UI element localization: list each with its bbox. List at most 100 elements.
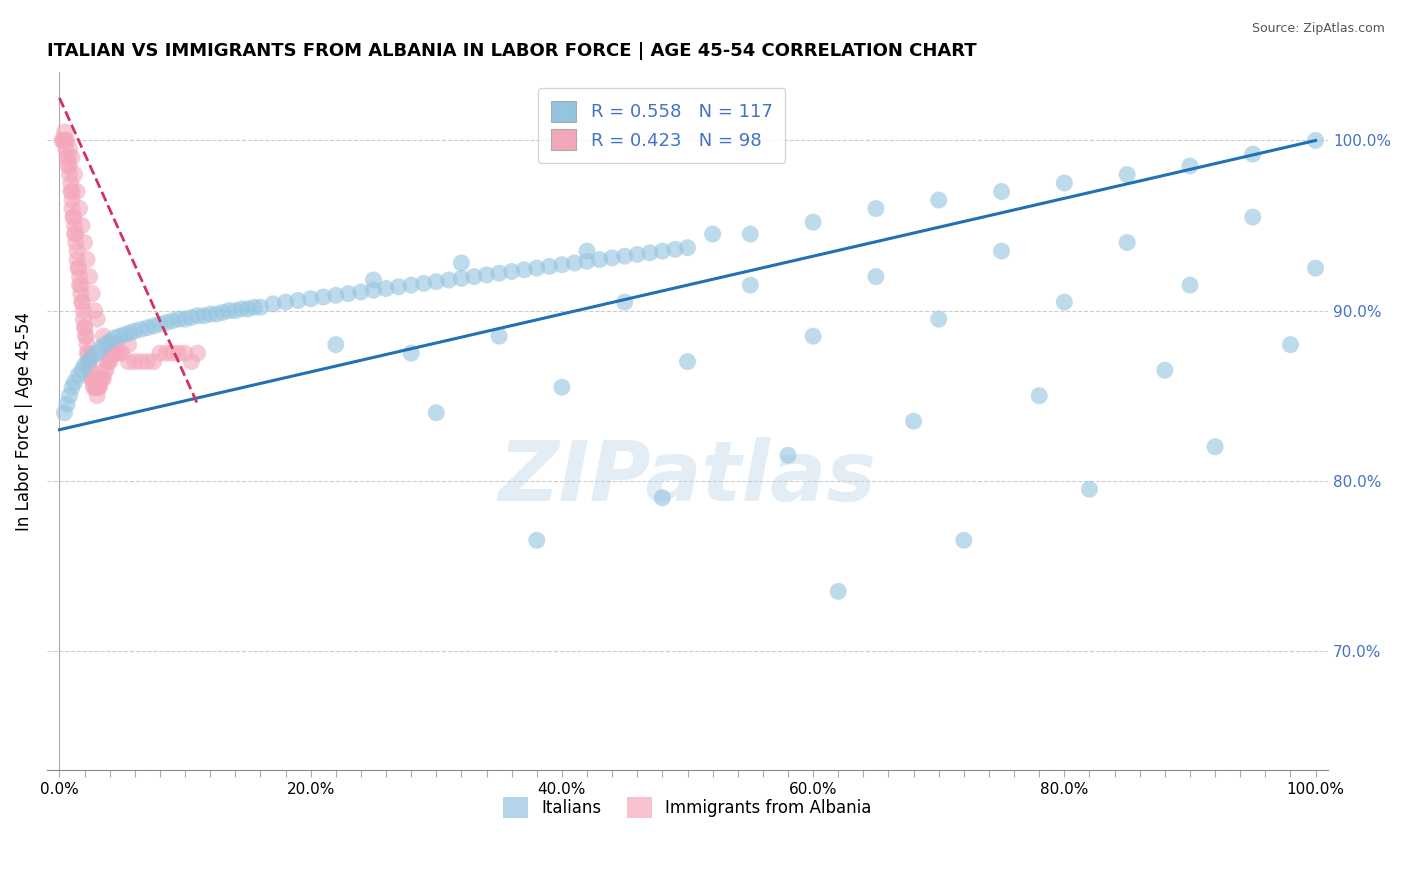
Point bbox=[65, 235, 87, 250]
Point bbox=[73, 320, 96, 334]
Point bbox=[56, 397, 79, 411]
Point bbox=[86, 389, 108, 403]
Point bbox=[262, 297, 284, 311]
Point bbox=[108, 329, 131, 343]
Point bbox=[167, 346, 190, 360]
Point bbox=[588, 252, 610, 267]
Point bbox=[60, 151, 83, 165]
Point bbox=[69, 269, 91, 284]
Point bbox=[437, 273, 460, 287]
Point bbox=[180, 310, 202, 325]
Point bbox=[501, 264, 523, 278]
Point bbox=[412, 277, 434, 291]
Point bbox=[62, 210, 84, 224]
Point bbox=[526, 533, 548, 548]
Point bbox=[93, 372, 115, 386]
Point bbox=[111, 346, 134, 360]
Point bbox=[312, 290, 335, 304]
Point bbox=[79, 363, 101, 377]
Point bbox=[174, 312, 197, 326]
Point bbox=[801, 329, 824, 343]
Point bbox=[651, 244, 673, 258]
Point bbox=[89, 380, 111, 394]
Point bbox=[58, 159, 80, 173]
Point bbox=[224, 303, 246, 318]
Point bbox=[60, 380, 83, 394]
Point bbox=[97, 354, 120, 368]
Point bbox=[60, 202, 83, 216]
Point bbox=[73, 358, 96, 372]
Point bbox=[67, 261, 90, 276]
Point bbox=[564, 256, 586, 270]
Point bbox=[513, 262, 536, 277]
Point bbox=[53, 125, 76, 139]
Point bbox=[193, 309, 215, 323]
Point bbox=[903, 414, 925, 428]
Point bbox=[70, 295, 93, 310]
Point bbox=[187, 346, 209, 360]
Point bbox=[450, 271, 472, 285]
Point bbox=[1241, 147, 1264, 161]
Point bbox=[77, 354, 100, 368]
Point bbox=[63, 168, 86, 182]
Point bbox=[70, 219, 93, 233]
Point bbox=[1204, 440, 1226, 454]
Point bbox=[56, 151, 79, 165]
Point bbox=[93, 329, 115, 343]
Point bbox=[827, 584, 849, 599]
Point bbox=[70, 363, 93, 377]
Point bbox=[124, 324, 146, 338]
Point bbox=[66, 252, 89, 267]
Point bbox=[76, 252, 98, 267]
Point bbox=[551, 380, 574, 394]
Point bbox=[77, 354, 100, 368]
Point bbox=[114, 327, 136, 342]
Point bbox=[94, 363, 117, 377]
Point bbox=[104, 337, 127, 351]
Point bbox=[82, 372, 104, 386]
Text: ZIPatlas: ZIPatlas bbox=[499, 436, 876, 517]
Point bbox=[801, 215, 824, 229]
Y-axis label: In Labor Force | Age 45-54: In Labor Force | Age 45-54 bbox=[15, 311, 32, 531]
Point bbox=[58, 159, 80, 173]
Point bbox=[231, 301, 253, 316]
Point bbox=[67, 261, 90, 276]
Point bbox=[73, 235, 96, 250]
Point bbox=[953, 533, 976, 548]
Point bbox=[86, 380, 108, 394]
Point bbox=[325, 337, 347, 351]
Point bbox=[55, 133, 77, 147]
Point bbox=[59, 185, 82, 199]
Point bbox=[928, 312, 950, 326]
Point bbox=[740, 278, 762, 293]
Point bbox=[72, 303, 94, 318]
Point bbox=[90, 372, 112, 386]
Point bbox=[69, 278, 91, 293]
Point bbox=[58, 168, 80, 182]
Point bbox=[90, 341, 112, 355]
Point bbox=[51, 133, 73, 147]
Point bbox=[475, 268, 498, 282]
Point bbox=[98, 354, 121, 368]
Point bbox=[142, 354, 165, 368]
Point bbox=[67, 368, 90, 383]
Point bbox=[205, 307, 228, 321]
Point bbox=[149, 346, 172, 360]
Point bbox=[58, 142, 80, 156]
Point bbox=[98, 334, 121, 349]
Point bbox=[1116, 235, 1139, 250]
Point bbox=[1279, 337, 1302, 351]
Point bbox=[63, 227, 86, 241]
Point bbox=[55, 142, 77, 156]
Point bbox=[83, 303, 105, 318]
Point bbox=[118, 326, 141, 340]
Point bbox=[83, 380, 105, 394]
Point bbox=[58, 389, 80, 403]
Point bbox=[613, 295, 636, 310]
Point bbox=[96, 354, 118, 368]
Point bbox=[167, 312, 190, 326]
Point bbox=[65, 227, 87, 241]
Point bbox=[82, 380, 104, 394]
Point bbox=[73, 320, 96, 334]
Point bbox=[651, 491, 673, 505]
